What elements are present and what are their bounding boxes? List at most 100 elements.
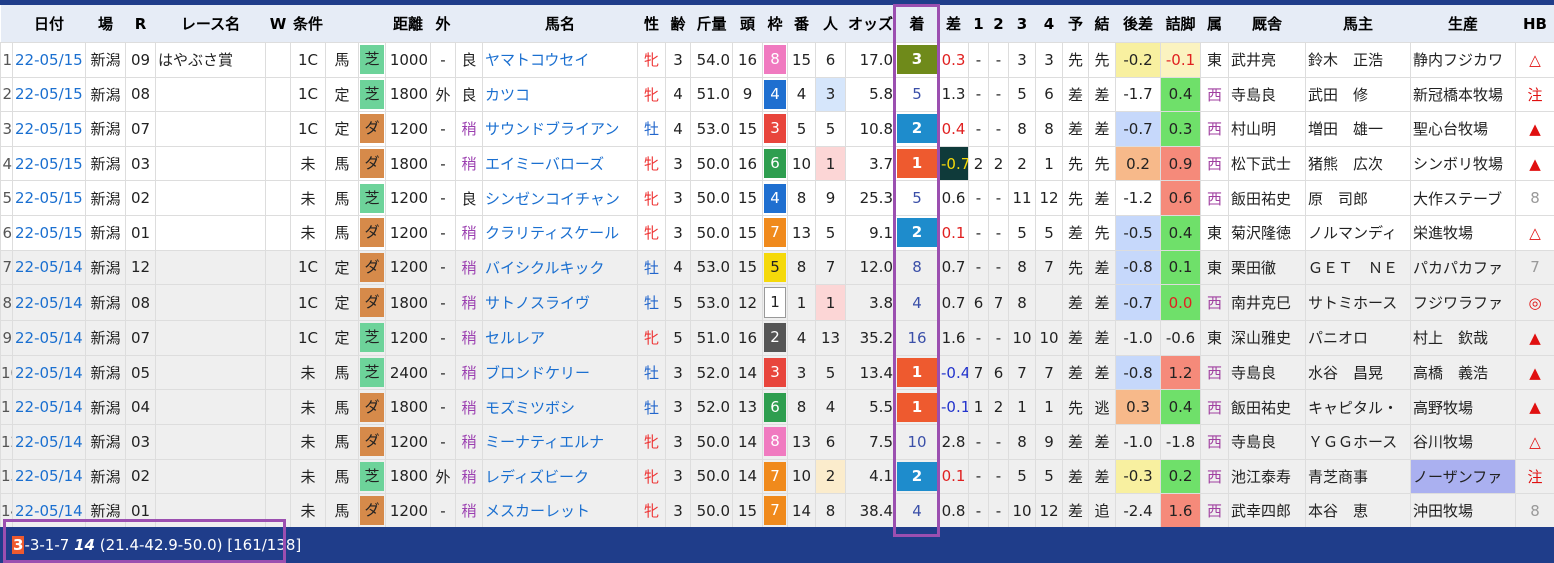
number: 4	[787, 320, 816, 356]
pos-3: 5	[1008, 458, 1036, 495]
frame-badge: 3	[764, 114, 786, 144]
trainer: 松下武士	[1228, 145, 1306, 182]
pos-4: 1	[1035, 145, 1063, 182]
race-type: 馬	[325, 145, 359, 182]
trainer: 菊沢隆徳	[1228, 214, 1306, 251]
frame: 8	[762, 42, 788, 78]
result: 差	[1088, 423, 1116, 460]
horse-name[interactable]: バイシクルキック	[482, 249, 638, 286]
closing: 0.9	[1160, 145, 1201, 182]
closing: 0.4	[1160, 389, 1201, 425]
horse-name[interactable]: サトノスライヴ	[482, 284, 638, 322]
course: 外	[430, 458, 456, 495]
mark: ▲	[1515, 354, 1554, 391]
popularity: 4	[815, 389, 846, 425]
late-diff: -1.2	[1115, 180, 1161, 216]
finish-badge: 1	[897, 358, 937, 388]
date[interactable]: 22-05/15	[12, 76, 86, 113]
horse-name[interactable]: セルレア	[482, 320, 638, 356]
finish: 2	[895, 214, 939, 251]
closing: 0.4	[1160, 76, 1201, 113]
frame: 1	[762, 284, 788, 322]
w	[265, 214, 291, 251]
frame: 2	[762, 320, 788, 356]
race-row: 1122-05/14新潟04未馬ダ1800-稍モズミツボシ牡352.013684…	[0, 389, 1554, 425]
date[interactable]: 22-05/15	[12, 180, 86, 216]
popularity: 13	[815, 320, 846, 356]
frame: 6	[762, 389, 788, 425]
horse-name[interactable]: サウンドブライアン	[482, 111, 638, 147]
w	[265, 458, 291, 495]
venue: 新潟	[85, 249, 126, 286]
race-no: 08	[125, 284, 156, 322]
column-header: 枠	[762, 5, 788, 43]
prediction: 差	[1062, 423, 1089, 460]
popularity: 3	[815, 76, 846, 113]
horse-name[interactable]: ミーナティエルナ	[482, 423, 638, 460]
date[interactable]: 22-05/14	[12, 389, 86, 425]
date[interactable]: 22-05/15	[12, 42, 86, 78]
class: 1C	[290, 42, 326, 78]
finish: 5	[895, 76, 939, 113]
horse-name[interactable]: ブロンドケリー	[482, 354, 638, 391]
pos-4: 6	[1035, 76, 1063, 113]
distance: 1800	[385, 389, 431, 425]
surface: 芝	[358, 180, 386, 216]
horse-name[interactable]: エイミーバローズ	[482, 145, 638, 182]
w	[265, 389, 291, 425]
date[interactable]: 22-05/14	[12, 458, 86, 495]
mark: ◎	[1515, 284, 1554, 322]
horse-name[interactable]: カツコ	[482, 76, 638, 113]
closing: 0.1	[1160, 249, 1201, 286]
owner: パニオロ	[1305, 320, 1411, 356]
date[interactable]: 22-05/15	[12, 111, 86, 147]
pos-1: 1	[968, 389, 989, 425]
race-table: 日付場 R レース名 W 条件 距離外馬名性齢斤量頭枠番人オッズ着差 1 2 3 4 予結後差 詰脚属…	[0, 5, 1554, 529]
date[interactable]: 22-05/15	[12, 145, 86, 182]
horse-name[interactable]: モズミツボシ	[482, 389, 638, 425]
field-size: 15	[732, 111, 763, 147]
horse-name[interactable]: ヤマトコウセイ	[482, 42, 638, 78]
pos-2: -	[988, 423, 1009, 460]
horse-name[interactable]: レディズビーク	[482, 458, 638, 495]
breeder: 高野牧場	[1410, 389, 1516, 425]
date[interactable]: 22-05/14	[12, 284, 86, 322]
race-row: 4 22-05/15 新潟 03 未馬ダ 1800- 稍エイミーバローズ牝 3 50.0 16 6 1…	[0, 145, 1554, 182]
late-diff: -1.7	[1115, 76, 1161, 113]
date[interactable]: 22-05/14	[12, 423, 86, 460]
race-name	[155, 284, 266, 322]
going: 稍	[455, 423, 483, 460]
horse-name[interactable]: メスカーレット	[482, 493, 638, 529]
venue: 新潟	[85, 389, 126, 425]
number: 8	[787, 249, 816, 286]
frame: 3	[762, 111, 788, 147]
field-size: 9	[732, 76, 763, 113]
horse-name[interactable]: クラリティスケール	[482, 214, 638, 251]
age: 3	[665, 389, 691, 425]
horse-name[interactable]: シンゼンコイチャン	[482, 180, 638, 216]
column-header: 齢	[665, 5, 691, 43]
surface: 芝	[358, 458, 386, 495]
date[interactable]: 22-05/15	[12, 214, 86, 251]
surface-badge: ダ	[360, 496, 384, 526]
race-no: 08	[125, 76, 156, 113]
class: 未	[290, 180, 326, 216]
frame-badge: 4	[764, 183, 786, 213]
date[interactable]: 22-05/14	[12, 320, 86, 356]
date[interactable]: 22-05/14	[12, 354, 86, 391]
column-header: 属	[1200, 5, 1229, 43]
date[interactable]: 22-05/14	[12, 249, 86, 286]
frame: 6	[762, 145, 788, 182]
column-header: 差	[938, 5, 969, 43]
venue: 新潟	[85, 423, 126, 460]
date[interactable]: 22-05/14	[12, 493, 86, 529]
pos-2: 2	[988, 145, 1009, 182]
course: -	[430, 354, 456, 391]
race-row: 8 22-05/14 新潟 08 1C 定ダ 1800- 稍サトノスライヴ牡 5 53.0 12 1 1…	[0, 284, 1554, 322]
closing: -1.8	[1160, 423, 1201, 460]
weight: 54.0	[690, 42, 733, 78]
weight: 53.0	[690, 111, 733, 147]
frame-badge: 5	[764, 252, 786, 282]
margin: 0.6	[938, 180, 969, 216]
race-name	[155, 249, 266, 286]
